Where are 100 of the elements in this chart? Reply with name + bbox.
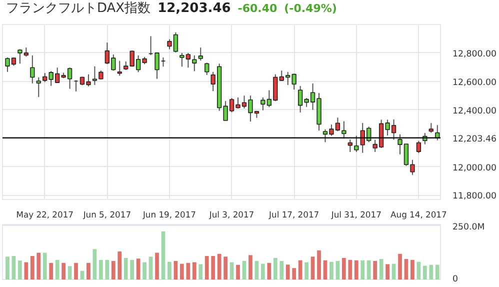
text: 12,203.46 xyxy=(158,0,231,18)
candlestick xyxy=(428,122,434,134)
candlestick xyxy=(117,60,122,76)
bar xyxy=(386,264,390,280)
bar xyxy=(30,256,34,280)
x-tick-label: May 22, 2017 xyxy=(16,210,74,220)
bar xyxy=(360,260,365,280)
candlestick xyxy=(416,140,422,154)
bar xyxy=(49,262,54,280)
bar xyxy=(217,254,222,280)
candlestick xyxy=(342,120,346,140)
bar xyxy=(330,262,334,280)
x-tick-label: Jun 19, 2017 xyxy=(142,210,196,220)
bar xyxy=(254,260,259,280)
candlestick xyxy=(348,138,352,152)
bar xyxy=(42,252,47,280)
x-tick-label: Jul 17, 2017 xyxy=(268,210,320,220)
bar xyxy=(161,231,166,280)
candlestick xyxy=(354,135,359,152)
bar xyxy=(342,258,346,280)
bar xyxy=(155,252,159,280)
bar xyxy=(373,260,378,280)
x-tick-label: Aug 14, 2017 xyxy=(390,210,447,220)
bar xyxy=(105,260,110,280)
bar xyxy=(36,252,41,280)
bar xyxy=(323,260,328,280)
bar xyxy=(12,256,16,280)
bar xyxy=(317,250,321,280)
bar xyxy=(267,262,272,280)
bar xyxy=(18,260,22,280)
candlestick xyxy=(192,54,197,72)
y-tick-label: 11,800.00 xyxy=(452,192,497,202)
bar xyxy=(168,262,172,280)
candlestick xyxy=(204,62,210,76)
bar xyxy=(248,255,252,280)
bar xyxy=(192,262,196,280)
bar xyxy=(55,260,60,280)
candlestick xyxy=(154,52,160,80)
bar xyxy=(148,256,153,280)
bar xyxy=(99,260,103,280)
bar xyxy=(236,264,240,280)
bar xyxy=(186,262,190,280)
bar xyxy=(124,258,128,280)
y-tick-label: 250.0M xyxy=(452,222,485,232)
text: -60.40 xyxy=(238,1,278,17)
bar xyxy=(404,259,408,280)
bar xyxy=(211,256,216,280)
bar xyxy=(204,256,209,280)
y-tick-label: 12,800.00 xyxy=(452,49,497,60)
bar xyxy=(304,262,308,280)
x-tick-label: Jul 31, 2017 xyxy=(330,210,382,220)
bar xyxy=(435,264,440,280)
bar xyxy=(230,262,234,280)
text: (-0.49%) xyxy=(284,1,337,17)
bar xyxy=(118,251,122,280)
bar xyxy=(416,262,421,280)
candlestick xyxy=(198,47,203,62)
bar xyxy=(62,262,66,280)
candlestick xyxy=(292,73,296,90)
bar xyxy=(398,254,402,280)
bar xyxy=(429,264,434,280)
x-tick-label: Jul 3, 2017 xyxy=(208,210,254,220)
bar xyxy=(242,260,246,280)
y-tick-label: 12,400.00 xyxy=(452,106,497,116)
bar xyxy=(273,258,278,280)
bar xyxy=(198,264,203,280)
ref-line-label: 12,203.46 xyxy=(452,134,497,144)
candlestick xyxy=(92,66,98,86)
candlestick xyxy=(42,72,48,83)
bar xyxy=(142,262,146,280)
bar xyxy=(24,262,28,280)
bar xyxy=(292,268,296,280)
y-tick-label: 12,000.00 xyxy=(452,163,497,174)
bar xyxy=(136,258,140,280)
bar xyxy=(298,260,302,280)
bar xyxy=(174,260,178,280)
bar xyxy=(310,256,315,280)
bar xyxy=(6,256,10,280)
bar xyxy=(422,266,427,280)
chart-title: フランクフルトDAX指数 xyxy=(6,0,151,18)
bar xyxy=(224,256,228,280)
candlestick xyxy=(30,54,35,84)
bar xyxy=(68,266,72,280)
bar xyxy=(410,260,414,280)
candlestick xyxy=(36,76,41,98)
bar xyxy=(74,262,78,280)
bar xyxy=(92,249,97,280)
bar xyxy=(379,259,384,280)
bar xyxy=(348,260,352,280)
bar xyxy=(111,260,116,280)
bar xyxy=(336,260,340,280)
bar xyxy=(130,260,134,280)
y-tick-label: 0 xyxy=(452,274,458,284)
bar xyxy=(261,264,265,280)
bar xyxy=(280,260,284,280)
bar xyxy=(286,264,290,280)
y-tick-label: 12,600.00 xyxy=(452,78,497,88)
bar xyxy=(354,260,358,280)
bar xyxy=(366,260,371,280)
x-tick-label: Jun 5, 2017 xyxy=(82,210,132,220)
